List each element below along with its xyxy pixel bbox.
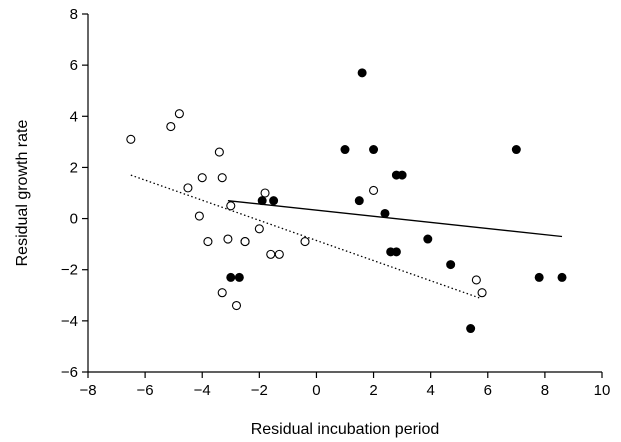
x-tick-label: −2 [251, 382, 268, 399]
open-point [166, 121, 176, 132]
data-points [126, 68, 567, 334]
open-point [231, 300, 242, 311]
x-tick-label: −4 [194, 382, 211, 399]
dotted-fit-line [130, 174, 480, 299]
open-point [217, 288, 227, 298]
open-point [197, 173, 207, 183]
open-point [369, 185, 379, 195]
filled-point [380, 208, 390, 218]
y-tick-label: −2 [61, 262, 78, 279]
x-tick-label: 8 [541, 382, 549, 399]
filled-point [354, 196, 364, 206]
y-tick-label: −4 [61, 313, 78, 330]
x-tick-label: −8 [79, 382, 96, 399]
open-point [214, 147, 224, 157]
y-tick-label: 0 [70, 211, 78, 228]
filled-point [234, 272, 244, 282]
open-point [203, 237, 213, 247]
open-point [223, 234, 233, 244]
solid-fit-line [227, 200, 563, 238]
open-point [240, 237, 250, 247]
filled-point [423, 234, 433, 244]
x-tick-label: 0 [312, 382, 320, 399]
x-axis-title: Residual incubation period [251, 421, 440, 438]
open-point [217, 173, 227, 183]
open-point [266, 249, 276, 259]
x-tick-label: −6 [137, 382, 154, 399]
y-tick-label: 6 [70, 57, 78, 74]
open-point [477, 288, 487, 298]
filled-point [534, 272, 544, 282]
y-tick-label: 4 [70, 108, 78, 125]
axes [87, 14, 602, 373]
open-point [174, 109, 184, 119]
open-point [274, 249, 284, 259]
filled-point [257, 196, 267, 206]
open-point [260, 188, 270, 198]
x-tick-label: 2 [369, 382, 377, 399]
open-point [254, 224, 264, 234]
filled-point [340, 145, 350, 155]
open-point [194, 211, 204, 221]
y-tick-label: 8 [70, 6, 78, 23]
y-axis-title: Residual growth rate [14, 120, 31, 267]
filled-point [391, 247, 401, 257]
open-point [300, 237, 310, 247]
x-tick-label: 4 [426, 382, 434, 399]
fit-lines [130, 174, 563, 299]
open-point [226, 201, 236, 211]
filled-point [369, 145, 379, 155]
x-tick-label: 6 [484, 382, 492, 399]
y-tick-label: 2 [70, 159, 78, 176]
open-point [126, 134, 136, 144]
filled-point [397, 170, 407, 180]
filled-point [269, 196, 279, 206]
filled-point [557, 272, 567, 282]
open-point [183, 183, 193, 193]
filled-point [446, 260, 456, 270]
filled-point [357, 68, 367, 78]
filled-point [511, 145, 521, 155]
y-tick-label: −6 [61, 364, 78, 381]
open-point [471, 275, 481, 285]
filled-point [226, 272, 236, 282]
filled-point [466, 324, 476, 334]
x-tick-label: 10 [594, 382, 611, 399]
